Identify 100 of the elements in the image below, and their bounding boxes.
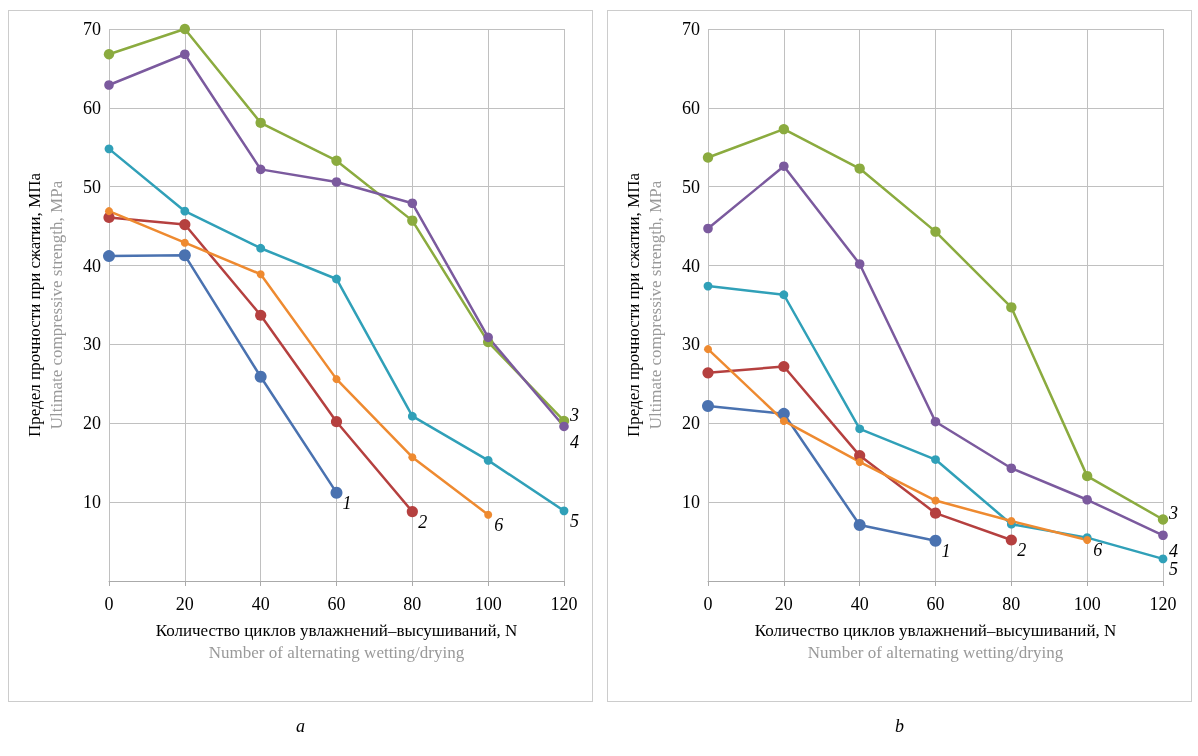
y-tick-label: 30	[682, 334, 700, 355]
point	[255, 164, 266, 175]
point	[929, 507, 942, 519]
series-label: 2	[1017, 539, 1027, 560]
series-label: 4	[570, 432, 579, 453]
y-tick-label: 70	[83, 19, 101, 39]
point	[103, 250, 115, 263]
y-tick-label: 50	[83, 176, 101, 197]
x-tick-label: 40	[251, 594, 270, 614]
series-label: 2	[418, 511, 428, 532]
point	[779, 290, 789, 300]
y-tick-label: 10	[682, 492, 700, 513]
y-tick-label: 70	[682, 19, 700, 39]
point	[1082, 494, 1092, 505]
x-tick-label: 20	[774, 594, 793, 614]
point	[931, 455, 940, 464]
point	[180, 206, 190, 216]
point	[702, 399, 714, 412]
y-tick-label: 40	[83, 255, 101, 276]
y-tick-label: 60	[83, 97, 101, 118]
point	[704, 345, 712, 354]
x-tick-label: 80	[1002, 594, 1021, 614]
x-tick-label: 120	[1149, 594, 1177, 614]
point	[1006, 463, 1017, 474]
x-tick-label: 40	[850, 594, 869, 614]
point	[254, 370, 267, 383]
point	[779, 161, 789, 172]
point	[104, 144, 114, 154]
x-tick-label: 80	[403, 594, 422, 614]
x-tick-label: 60	[327, 594, 346, 614]
series-label: 1	[941, 540, 951, 561]
point	[255, 309, 267, 321]
x-tick-label: 120	[550, 594, 578, 614]
x-tick-label: 60	[926, 594, 945, 614]
x-tick-label: 100	[474, 594, 502, 614]
point	[703, 223, 713, 234]
point	[559, 421, 569, 432]
point	[331, 155, 342, 166]
y-tick-label: 20	[682, 413, 700, 434]
y-tick-label: 10	[83, 492, 101, 513]
x-axis-title: Количество циклов увлажнений–высушиваний, N Number of alternating wetting/drying	[754, 620, 1117, 662]
series-label: 3	[1168, 503, 1178, 524]
point	[332, 274, 341, 284]
point	[484, 510, 493, 519]
point	[929, 534, 942, 547]
point	[559, 506, 569, 516]
point	[1005, 534, 1017, 546]
point	[331, 177, 342, 187]
point	[1006, 302, 1017, 313]
point	[931, 496, 940, 505]
point	[702, 367, 714, 379]
point	[778, 360, 790, 373]
series-label: 5	[570, 510, 579, 531]
point	[407, 411, 417, 421]
y-tick-label: 60	[682, 97, 700, 118]
point	[330, 486, 343, 499]
point	[332, 375, 341, 384]
series-label: 6	[494, 514, 504, 535]
point	[103, 49, 115, 60]
point	[104, 80, 114, 90]
y-tick-label: 50	[682, 176, 700, 197]
y-axis-title: Предел прочности при сжатии, МПа Ultimate compressive strength, MPa	[24, 172, 66, 437]
text: a	[295, 716, 306, 737]
point	[483, 332, 493, 343]
point	[855, 457, 864, 466]
text: b	[894, 716, 905, 737]
point	[930, 226, 941, 237]
point	[330, 416, 343, 428]
y-tick-label: 20	[83, 413, 101, 434]
point	[853, 519, 866, 532]
point	[778, 123, 790, 135]
point	[930, 416, 941, 427]
point	[703, 281, 713, 291]
series-label: 6	[1093, 539, 1103, 560]
point	[179, 218, 191, 231]
point	[408, 453, 417, 462]
point	[854, 163, 865, 174]
series-label: 3	[569, 404, 579, 425]
point	[779, 416, 788, 425]
x-tick-label: 100	[1073, 594, 1101, 614]
y-tick-label: 30	[83, 334, 101, 355]
point	[256, 243, 266, 253]
x-tick-label: 0	[104, 594, 114, 614]
x-tick-label: 0	[703, 594, 713, 614]
point	[256, 270, 265, 279]
point	[1158, 554, 1168, 564]
point	[855, 424, 865, 434]
point	[407, 198, 418, 209]
point	[255, 117, 266, 129]
point	[407, 215, 418, 226]
y-tick-label: 40	[682, 255, 700, 276]
series-label: 1	[342, 492, 352, 513]
point	[180, 49, 190, 60]
point	[854, 259, 865, 269]
point	[1158, 530, 1168, 541]
x-axis-title: Количество циклов увлажнений–высушиваний, N Number of alternating wetting/drying	[155, 620, 518, 662]
point	[1157, 514, 1169, 525]
point	[1081, 470, 1093, 482]
y-axis-title: Предел прочности при сжатии, МПа Ultimate compressive strength, MPa	[623, 172, 665, 437]
point	[483, 455, 493, 465]
